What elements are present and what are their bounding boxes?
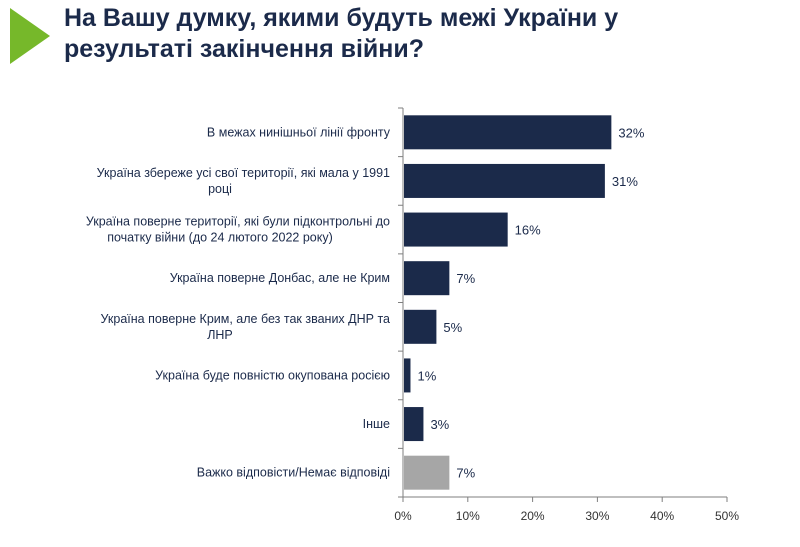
category-label: Україна поверне Крим, але без так званих… [101,312,390,342]
data-label: 5% [443,320,462,335]
data-label: 31% [612,174,638,189]
x-tick-label: 30% [585,509,609,523]
category-label: Україна поверне території, які були підк… [86,215,390,245]
category-label: В межах нинішньої лінії фронту [207,125,391,139]
data-label: 1% [417,368,436,383]
data-label: 7% [456,466,475,481]
x-tick-label: 0% [394,509,412,523]
data-label: 7% [456,271,475,286]
category-label: Україна збереже усі свої території, які … [97,166,390,196]
page-title: На Вашу думку, якими будуть межі України… [64,3,784,65]
bar [404,261,450,296]
category-label: Україна поверне Донбас, але не Крим [170,271,390,285]
data-label: 32% [618,125,644,140]
title-line-2: результаті закінчення війни? [64,35,425,63]
bar [404,163,605,198]
bar [404,115,612,150]
bar [404,309,437,344]
category-label: Інше [363,417,390,431]
x-tick-label: 10% [456,509,480,523]
triangle-marker-icon [10,8,50,64]
category-label: Україна буде повністю окупована росією [155,368,390,382]
category-label: Важко відповісти/Немає відповіді [197,466,390,480]
bar [404,455,450,490]
bar [404,358,411,393]
bar [404,212,508,247]
x-tick-label: 20% [521,509,545,523]
bar [404,407,424,442]
title-line-1: На Вашу думку, якими будуть межі України… [64,4,619,32]
data-label: 3% [430,417,449,432]
x-tick-label: 40% [650,509,674,523]
x-tick-label: 50% [715,509,739,523]
data-label: 16% [515,223,541,238]
